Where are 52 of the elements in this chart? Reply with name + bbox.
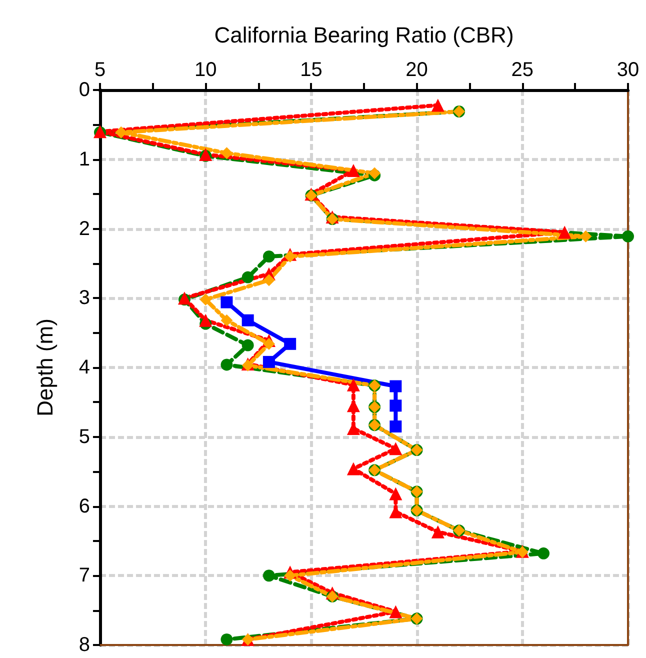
point bbox=[346, 164, 360, 177]
point bbox=[284, 250, 296, 262]
point bbox=[284, 570, 296, 582]
point bbox=[346, 462, 360, 476]
point bbox=[200, 294, 212, 306]
point bbox=[242, 271, 254, 284]
point bbox=[220, 147, 233, 160]
x-axis-title: California Bearing Ratio (CBR) bbox=[214, 22, 514, 48]
point bbox=[262, 250, 275, 262]
x-tick-label: 10 bbox=[194, 59, 217, 81]
point bbox=[262, 356, 275, 368]
point bbox=[431, 98, 444, 112]
point bbox=[390, 380, 402, 392]
y-tick-label: 5 bbox=[78, 426, 90, 448]
point bbox=[622, 230, 634, 242]
point bbox=[346, 378, 360, 392]
point bbox=[242, 314, 254, 326]
x-tick-label: 25 bbox=[511, 59, 534, 81]
y-tick-label: 6 bbox=[78, 495, 90, 518]
point bbox=[262, 338, 275, 350]
point bbox=[220, 296, 233, 308]
x-tick-label: 20 bbox=[406, 59, 428, 81]
point bbox=[262, 274, 275, 286]
point bbox=[220, 314, 233, 326]
x-tick-label: 15 bbox=[300, 59, 322, 81]
point bbox=[390, 420, 402, 432]
y-tick-label: 0 bbox=[78, 79, 90, 101]
point bbox=[538, 547, 550, 560]
x-tick-label: 5 bbox=[94, 59, 106, 81]
y-axis-title: Depth (m) bbox=[32, 318, 58, 416]
point bbox=[390, 400, 402, 412]
point bbox=[389, 605, 402, 618]
point bbox=[220, 358, 233, 371]
y-tick-label: 3 bbox=[78, 287, 90, 310]
point bbox=[389, 442, 402, 456]
point bbox=[558, 226, 572, 239]
x-tick-label: 30 bbox=[616, 59, 640, 81]
point bbox=[242, 339, 254, 352]
point bbox=[284, 338, 296, 350]
point bbox=[199, 314, 212, 327]
y-tick-label: 2 bbox=[78, 218, 90, 240]
y-tick-label: 8 bbox=[78, 634, 90, 656]
point bbox=[431, 525, 444, 538]
y-tick-label: 4 bbox=[78, 356, 90, 378]
y-tick-label: 7 bbox=[78, 564, 90, 587]
y-tick-label: 1 bbox=[78, 148, 90, 170]
point bbox=[115, 126, 128, 138]
point bbox=[580, 230, 592, 242]
point bbox=[220, 633, 233, 646]
point bbox=[389, 487, 402, 500]
point bbox=[262, 570, 275, 582]
point bbox=[346, 399, 360, 412]
